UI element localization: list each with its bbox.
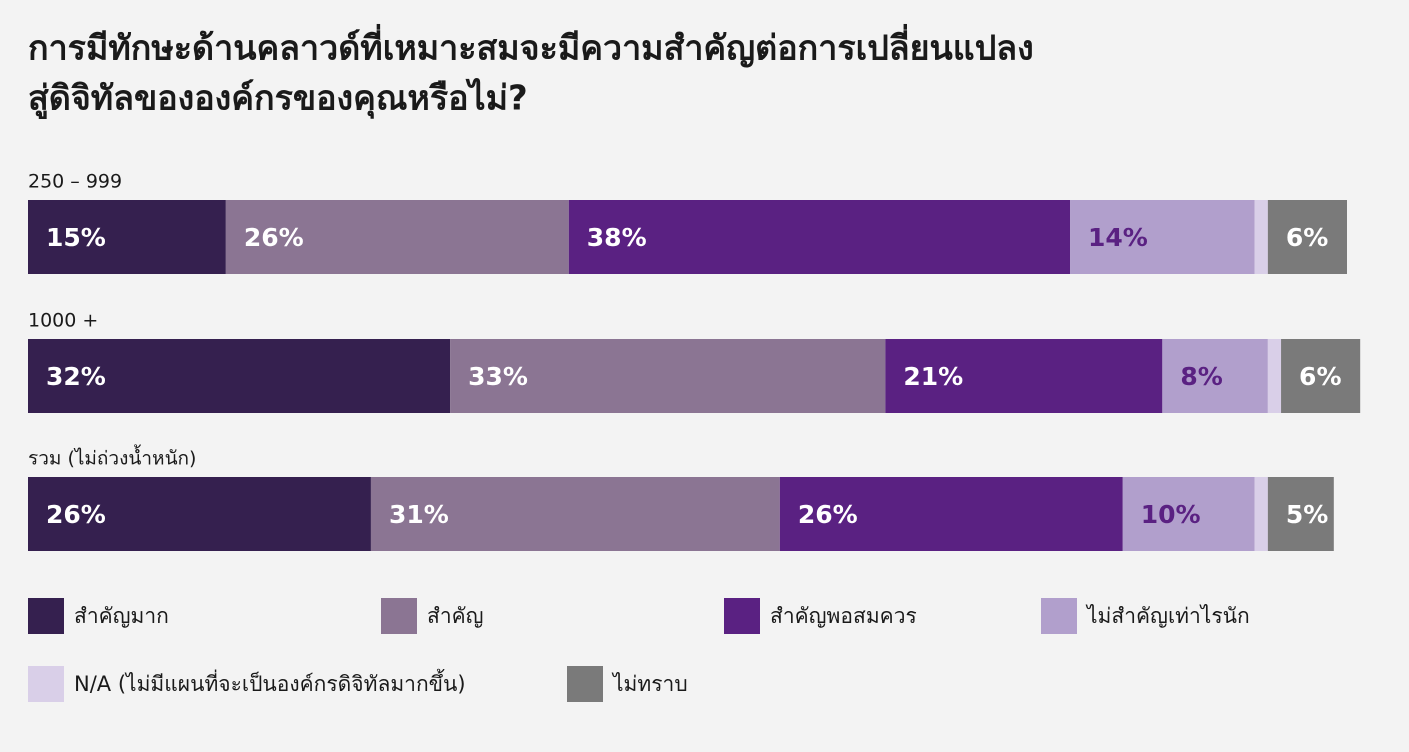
bar-segment (568, 200, 1071, 274)
value-label: 21% (903, 362, 963, 391)
value-label: 26% (46, 500, 106, 529)
category-label: 1000 + (28, 310, 98, 332)
legend-swatch (28, 666, 64, 702)
bar-segment (779, 477, 1123, 551)
legend-swatch (28, 598, 64, 634)
legend-swatch (567, 666, 603, 702)
value-label: 10% (1141, 500, 1201, 529)
value-label: 32% (46, 362, 106, 391)
value-label: 8% (1180, 362, 1222, 391)
bar-segment (1070, 200, 1255, 274)
bar-segment (370, 477, 780, 551)
bar-segment (1281, 339, 1361, 413)
bar-segment (28, 477, 371, 551)
bar-segment (28, 200, 226, 274)
bar-segment (28, 339, 451, 413)
chart-title: สู่ดิจิทัลขององค์กรของคุณหรือไม่? (28, 78, 528, 120)
bar-segment (1162, 339, 1268, 413)
legend-label: N/A (ไม่มีแผนที่จะเป็นองค์กรดิจิทัลมากขึ… (74, 669, 466, 696)
legend-label: สำคัญมาก (74, 604, 169, 628)
chart-title: การมีทักษะด้านคลาวด์ที่เหมาะสมจะมีความสำ… (28, 24, 1034, 69)
value-label: 26% (244, 223, 304, 252)
legend-swatch (724, 598, 760, 634)
bar-segment (1267, 339, 1282, 413)
legend-label: สำคัญพอสมควร (770, 604, 917, 628)
bar-segment (885, 339, 1163, 413)
value-label: 6% (1299, 362, 1341, 391)
value-label: 14% (1088, 223, 1148, 252)
bar-segment (1254, 477, 1268, 551)
value-label: 31% (389, 500, 449, 529)
legend-swatch (381, 598, 417, 634)
value-label: 6% (1286, 223, 1328, 252)
legend-label: ไม่ทราบ (611, 672, 688, 696)
value-label: 26% (798, 500, 858, 529)
category-label: รวม (ไม่ถ่วงน้ำหนัก) (28, 445, 196, 470)
legend-label: สำคัญ (427, 604, 484, 628)
category-label: 250 – 999 (28, 171, 122, 193)
value-label: 15% (46, 223, 106, 252)
value-label: 38% (587, 223, 647, 252)
legend-label: ไม่สำคัญเท่าไรนัก (1085, 604, 1250, 628)
bar-segment (1267, 200, 1347, 274)
bar-segment (1122, 477, 1255, 551)
legend-swatch (1041, 598, 1077, 634)
value-label: 33% (468, 362, 528, 391)
bar-segment (1267, 477, 1334, 551)
bar-segment (225, 200, 569, 274)
bar-segment (450, 339, 886, 413)
value-label: 5% (1286, 500, 1328, 529)
bar-segment (1254, 200, 1268, 274)
